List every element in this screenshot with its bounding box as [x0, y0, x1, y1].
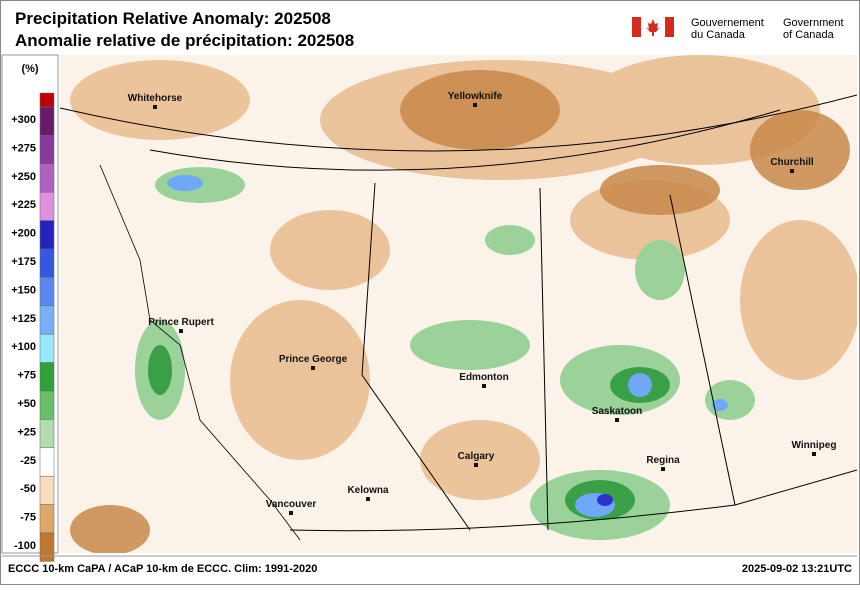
legend-swatch — [39, 475, 55, 505]
city-label: Prince George — [279, 354, 348, 365]
legend-label: +275 — [11, 142, 36, 154]
legend-label: +250 — [11, 171, 36, 183]
legend-swatch — [39, 277, 55, 307]
legend-swatch — [39, 92, 55, 108]
city-label: Winnipeg — [792, 440, 837, 451]
legend-swatch — [39, 135, 55, 165]
legend-swatch — [39, 333, 55, 363]
city-dot — [812, 452, 816, 456]
title-fr: Anomalie relative de précipitation: 2025… — [15, 31, 354, 50]
city-label: Saskatoon — [592, 406, 643, 417]
legend: +300 +275 +250 +225 +200 +175 +150 +125 +100 +75 +… — [11, 92, 55, 562]
legend-swatch — [39, 106, 55, 136]
legend-swatch — [39, 447, 55, 477]
legend-swatch — [39, 248, 55, 278]
footer-left: ECCC 10-km CaPA / ACaP 10-km de ECCC. Cl… — [8, 563, 317, 575]
city-dot — [615, 418, 619, 422]
legend-swatch — [39, 419, 55, 449]
city-dot — [289, 511, 293, 515]
city-label: Whitehorse — [128, 93, 183, 104]
legend-label: +125 — [11, 313, 36, 325]
legend-swatch — [39, 305, 55, 335]
city-label: Edmonton — [459, 372, 508, 383]
title-en: Precipitation Relative Anomaly: 202508 — [15, 9, 331, 28]
city-dot — [790, 169, 794, 173]
legend-label: +175 — [11, 256, 36, 268]
legend-swatch — [39, 390, 55, 420]
legend-label: +100 — [11, 341, 36, 353]
footer-right: 2025-09-02 13:21UTC — [742, 563, 852, 575]
city-label: Churchill — [770, 157, 814, 168]
legend-label: +300 — [11, 114, 36, 126]
city-dot — [366, 497, 370, 501]
gov-fr-1: Gouvernement — [691, 17, 764, 29]
legend-swatch — [39, 220, 55, 250]
city-dot — [482, 384, 486, 388]
legend-label: +50 — [17, 398, 36, 410]
legend-label: -50 — [20, 483, 36, 495]
city-label: Kelowna — [347, 485, 389, 496]
legend-label: +25 — [17, 426, 36, 438]
city-label: Yellowknife — [448, 91, 503, 102]
legend-unit: (%) — [21, 63, 38, 75]
legend-swatch — [39, 362, 55, 392]
legend-label: +200 — [11, 228, 36, 240]
gov-fr-2: du Canada — [691, 29, 746, 41]
cities: Whitehorse Yellowknife Churchill Prince Rup… — [128, 91, 837, 515]
legend-label: -75 — [20, 512, 36, 524]
city-dot — [474, 463, 478, 467]
city-label: Regina — [646, 455, 680, 466]
city-label: Prince Rupert — [148, 317, 214, 328]
legend-label: -25 — [20, 455, 36, 467]
city-dot — [661, 467, 665, 471]
map — [60, 55, 857, 553]
city-dot — [179, 329, 183, 333]
city-dot — [473, 103, 477, 107]
city-label: Vancouver — [266, 499, 317, 510]
legend-swatch — [39, 504, 55, 534]
legend-label: -100 — [14, 540, 36, 552]
legend-swatch — [39, 191, 55, 221]
city-dot — [153, 105, 157, 109]
legend-label: +150 — [11, 284, 36, 296]
legend-label: +225 — [11, 199, 36, 211]
legend-swatch — [39, 163, 55, 193]
legend-swatch — [39, 532, 55, 562]
city-label: Calgary — [458, 451, 495, 462]
gov-en-1: Government — [783, 17, 844, 29]
gov-logo — [632, 17, 674, 37]
gov-en-2: of Canada — [783, 29, 835, 41]
legend-label: +75 — [17, 370, 36, 382]
city-dot — [311, 366, 315, 370]
